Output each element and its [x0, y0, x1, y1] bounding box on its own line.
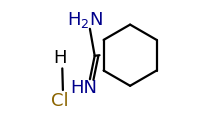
Text: H$_2$N: H$_2$N: [67, 10, 102, 30]
Text: H: H: [54, 49, 67, 67]
Text: Cl: Cl: [51, 92, 69, 110]
Text: HN: HN: [70, 79, 97, 97]
